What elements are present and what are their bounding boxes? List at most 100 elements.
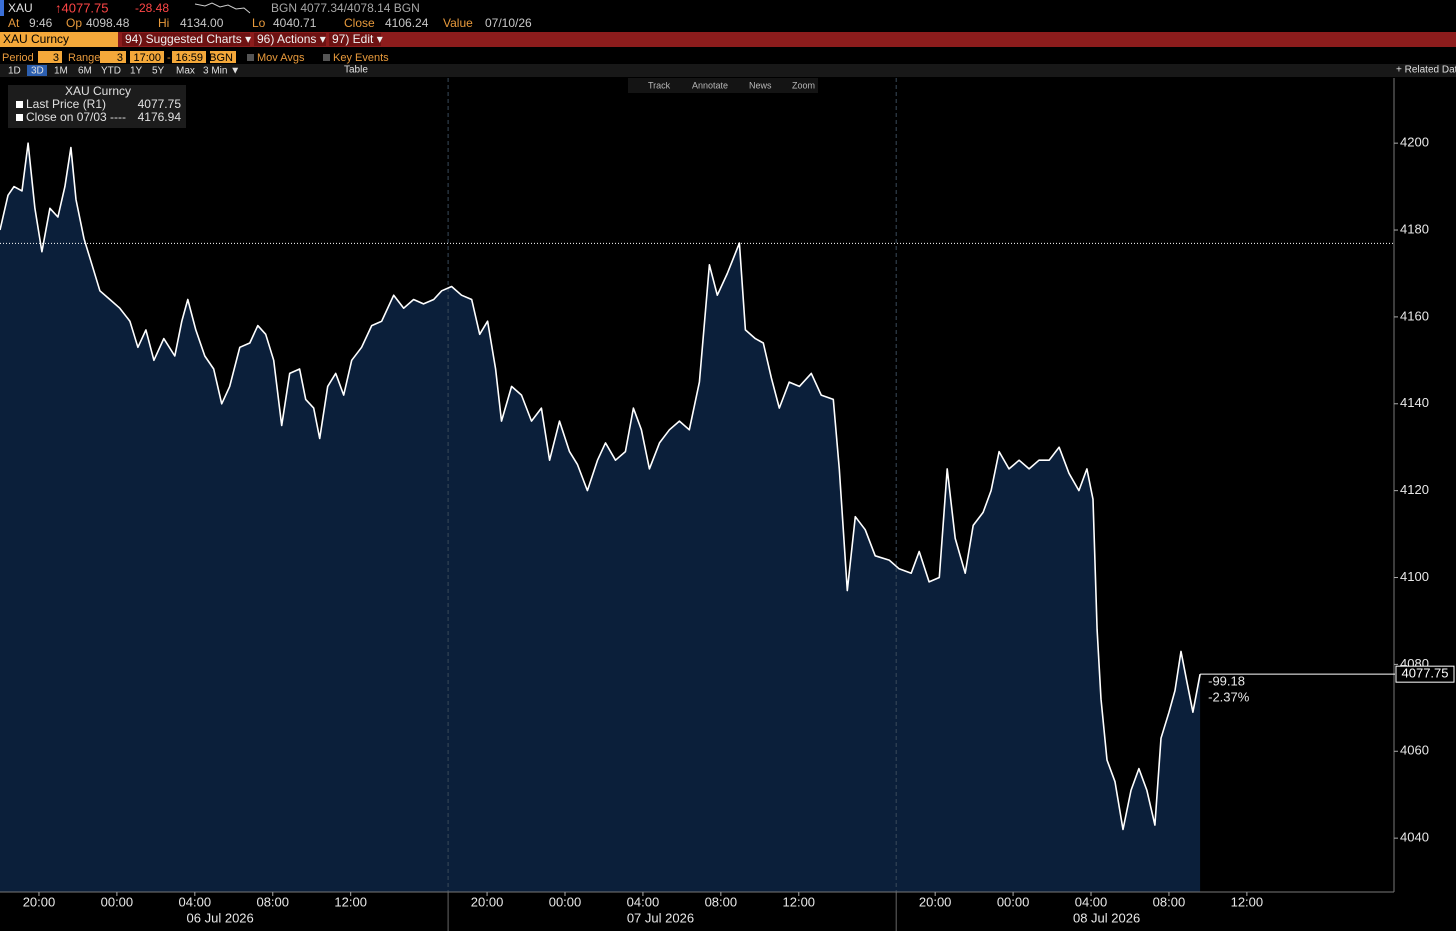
quote-label: Close	[344, 16, 375, 30]
checkbox[interactable]	[247, 54, 254, 61]
y-tick-label: 4180	[1400, 221, 1429, 236]
quote-label: Hi	[158, 16, 169, 30]
bid-ask: BGN 4077.34/4078.14 BGN	[271, 1, 420, 15]
x-tick-label: 12:00	[1231, 894, 1264, 909]
legend-swatch	[16, 114, 23, 121]
quote-value: 07/10/26	[485, 16, 532, 30]
date-label: 07 Jul 2026	[627, 910, 694, 925]
change-annotation: -99.18	[1208, 674, 1245, 689]
period-button[interactable]: 1M	[54, 66, 68, 77]
legend-value: 4176.94	[138, 110, 182, 124]
period-button[interactable]: 1Y	[130, 66, 143, 77]
sparkline	[194, 2, 251, 14]
y-tick-label: 4160	[1400, 308, 1429, 323]
x-tick-label: 20:00	[23, 894, 56, 909]
y-tick-label: 4140	[1400, 395, 1429, 410]
last-price-box	[1395, 665, 1455, 683]
period-button[interactable]: Max	[176, 66, 195, 77]
setting-box[interactable]	[210, 51, 236, 63]
chart-tool[interactable]: Track	[648, 80, 671, 90]
legend-box	[8, 85, 186, 128]
y-tick-label: 4060	[1400, 743, 1429, 758]
quote-value: 4098.48	[86, 16, 130, 30]
quote-label: At	[8, 16, 20, 30]
x-tick-label: 04:00	[179, 894, 212, 909]
quote-label: Lo	[252, 16, 266, 30]
setting-value[interactable]: 17:00	[133, 52, 161, 64]
period-button[interactable]: 3 Min ▼	[203, 66, 240, 77]
legend-value: 4077.75	[138, 97, 182, 111]
x-tick-label: 04:00	[1075, 894, 1108, 909]
legend-entry: Last Price (R1)	[26, 97, 106, 111]
x-tick-label: 12:00	[334, 894, 367, 909]
plot: 40404060408041004120414041604180420020:0…	[0, 78, 1455, 931]
date-label: 08 Jul 2026	[1073, 910, 1140, 925]
quote-value: 4134.00	[180, 16, 224, 30]
x-tick-label: 08:00	[1153, 894, 1186, 909]
setting-value[interactable]: BGN	[209, 52, 233, 64]
quote-value: 4106.24	[385, 16, 429, 30]
setting-value[interactable]: 3	[53, 52, 59, 64]
menu-item[interactable]: 96) Actions ▾	[257, 32, 326, 46]
security-input[interactable]	[0, 32, 118, 47]
legend-swatch	[16, 101, 23, 108]
x-tick-label: 20:00	[919, 894, 952, 909]
menu-button[interactable]	[254, 33, 326, 46]
last-price: ↑4077.75	[55, 0, 109, 15]
setting-label: Mov Avgs	[257, 52, 305, 64]
setting-box[interactable]	[38, 51, 62, 63]
setting-box[interactable]	[172, 51, 206, 63]
legend-entry: Close on 07/03 ----	[26, 110, 126, 124]
legend-title: XAU Curncy	[65, 84, 131, 98]
setting-label: Period	[2, 52, 34, 64]
setting-value[interactable]: 16:59	[175, 52, 203, 64]
x-tick-label: 20:00	[471, 894, 504, 909]
ticker: XAU	[8, 1, 33, 15]
setting-label: Key Events	[333, 52, 389, 64]
period-button[interactable]: 1D	[8, 66, 21, 77]
table-button[interactable]: Table	[344, 65, 368, 76]
setting-label: Range	[68, 52, 100, 64]
y-tick-label: 4040	[1400, 830, 1429, 845]
chart-tool[interactable]: Annotate	[692, 80, 728, 90]
period-bar	[0, 64, 1456, 77]
menu-button[interactable]	[329, 33, 381, 46]
chart-tool[interactable]: Zoom	[792, 80, 815, 90]
period-button[interactable]: YTD	[101, 66, 121, 77]
menu-item[interactable]: 94) Suggested Charts ▾	[125, 32, 251, 46]
change-annotation: -2.37%	[1208, 690, 1250, 705]
period-button[interactable]: 3D	[31, 66, 44, 77]
date-label: 06 Jul 2026	[187, 910, 254, 925]
period-active[interactable]	[27, 65, 47, 76]
area-fill	[0, 143, 1201, 892]
y-tick-label: 4100	[1400, 569, 1429, 584]
ticker-marker	[0, 0, 4, 16]
x-tick-label: 08:00	[256, 894, 289, 909]
price-line	[0, 142, 1201, 831]
quote-value: 9:46	[29, 16, 53, 30]
setting-value[interactable]: 3	[117, 52, 123, 64]
related-data[interactable]: + Related Data	[1396, 65, 1456, 76]
chart-toolbar	[628, 78, 818, 93]
period-button[interactable]: 5Y	[152, 66, 165, 77]
x-tick-label: 08:00	[705, 894, 738, 909]
last-price-label: 4077.75	[1402, 666, 1449, 681]
net-change: -28.48	[135, 1, 169, 15]
quote-label: Value	[443, 16, 473, 30]
x-tick-label: 00:00	[101, 894, 134, 909]
x-tick-label: 12:00	[783, 894, 816, 909]
period-button[interactable]: 6M	[78, 66, 92, 77]
chart-tool[interactable]: News	[749, 80, 772, 90]
setting-box[interactable]	[130, 51, 164, 63]
x-tick-label: 00:00	[549, 894, 582, 909]
menu-item[interactable]: 97) Edit ▾	[332, 32, 383, 46]
setting-box[interactable]	[100, 51, 126, 63]
checkbox[interactable]	[323, 54, 330, 61]
x-tick-label: 00:00	[997, 894, 1030, 909]
quote-value: 4040.71	[273, 16, 317, 30]
y-tick-label: 4200	[1400, 135, 1429, 150]
menu-button[interactable]	[122, 33, 250, 46]
security[interactable]: XAU Curncy	[3, 32, 69, 46]
